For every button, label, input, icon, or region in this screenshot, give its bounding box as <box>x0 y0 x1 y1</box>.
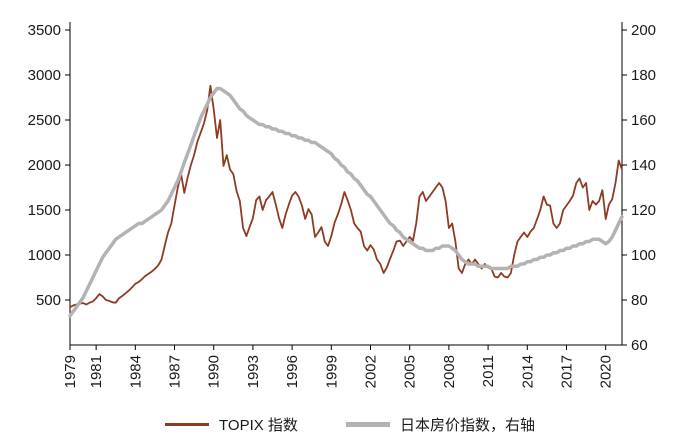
y-axis-right-label: 100 <box>631 247 656 264</box>
x-axis-label: 2017 <box>558 355 575 388</box>
x-axis-label: 1993 <box>245 355 262 388</box>
y-axis-left-label: 1000 <box>28 247 61 264</box>
y-axis-right-label: 120 <box>631 202 656 219</box>
y-axis-left-label: 1500 <box>28 202 61 219</box>
y-axis-right-label: 160 <box>631 112 656 129</box>
chart-canvas: 500 1000 1500 2000 2500 3000 3500 60 80 100 120 140… <box>28 22 656 388</box>
y-axis-right-label: 200 <box>631 22 656 39</box>
x-axis-label: 1984 <box>127 355 144 388</box>
x-axis-label: 1987 <box>167 355 184 388</box>
housing-line <box>68 86 624 318</box>
x-axis-label: 2014 <box>519 355 536 388</box>
x-axis-label: 2005 <box>402 355 419 388</box>
housing-line-swatch <box>345 422 390 427</box>
x-axis-label: 1999 <box>323 355 340 388</box>
x-axis-label: 2008 <box>441 355 458 388</box>
legend-item-housing: 日本房价指数，右轴 <box>345 414 535 435</box>
chart-legend: TOPIX 指数 日本房价指数，右轴 <box>0 414 700 435</box>
y-axis-right-label: 140 <box>631 157 656 174</box>
x-axis-label: 1996 <box>284 355 301 388</box>
y-axis-left-label: 500 <box>36 292 61 309</box>
legend-item-topix: TOPIX 指数 <box>165 414 298 435</box>
y-axis-right-label: 60 <box>631 337 648 354</box>
x-axis-label: 1990 <box>206 355 223 388</box>
y-axis-right-label: 80 <box>631 292 648 309</box>
legend-label-housing: 日本房价指数，右轴 <box>399 417 535 434</box>
x-axis-label: 2011 <box>480 355 497 387</box>
y-axis-left-label: 3500 <box>28 22 61 39</box>
topix-line <box>69 84 623 309</box>
y-axis-left-label: 3000 <box>28 67 61 84</box>
x-axis-label: 1979 <box>62 355 79 388</box>
x-axis-label: 2002 <box>362 355 379 388</box>
x-axis-label: 1981 <box>88 355 105 388</box>
topix-line-swatch <box>165 423 210 426</box>
y-axis-right-label: 180 <box>631 67 656 84</box>
legend-label-topix: TOPIX 指数 <box>219 417 298 434</box>
y-axis-left-label: 2500 <box>28 112 61 129</box>
y-axis-left-label: 2000 <box>28 157 61 174</box>
x-axis-label: 2020 <box>598 355 615 388</box>
